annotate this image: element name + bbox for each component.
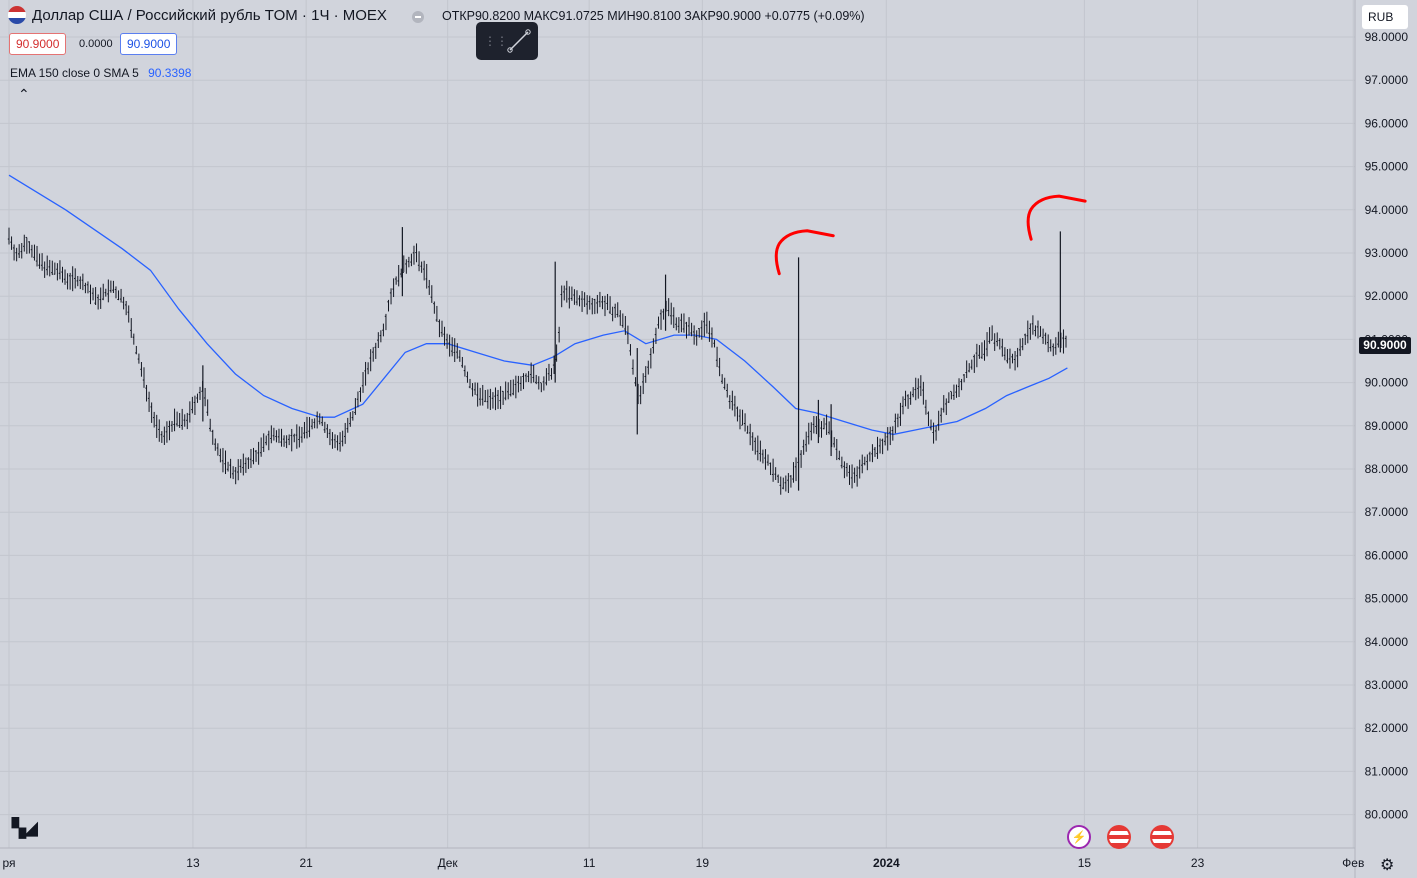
price-tick-label: 89.0000 <box>1365 419 1409 433</box>
price-tick-label: 88.0000 <box>1365 462 1409 476</box>
currency-button[interactable]: RUB <box>1362 5 1408 29</box>
drag-handle-icon[interactable]: ⋮⋮ <box>484 34 508 48</box>
price-tick-label: 92.0000 <box>1365 289 1409 303</box>
settings-gear-icon[interactable]: ⚙ <box>1380 857 1395 874</box>
time-tick-label: 15 <box>1078 856 1092 870</box>
tradingview-logo[interactable]: ▚◢ <box>12 818 38 838</box>
time-tick-label: 2024 <box>873 856 900 870</box>
ema-path <box>8 174 1068 436</box>
last-price-label: 90.9000 <box>1359 337 1411 354</box>
ohlc-readout: ОТКР90.8200 МАКС91.0725 МИН90.8100 ЗАКР9… <box>442 9 865 23</box>
time-tick-label: Фев <box>1342 856 1364 870</box>
price-tick-label: 90.0000 <box>1365 376 1409 390</box>
time-tick-label: 11 <box>583 856 596 870</box>
indicator-label: EMA 150 close 0 SMA 5 <box>10 66 139 80</box>
indicator-value: 90.3398 <box>148 66 192 80</box>
time-tick-label: 21 <box>299 856 313 870</box>
price-tick-label: 86.0000 <box>1365 548 1409 562</box>
symbol-title[interactable]: Доллар США / Российский рубль TOM · 1Ч ·… <box>32 6 387 24</box>
usd-rub-flag-icon <box>8 6 26 24</box>
time-axis: ря1321Дек111920241523Фев121926 <box>0 847 1364 870</box>
price-tick-label: 95.0000 <box>1365 160 1409 174</box>
event-lightning-icon[interactable]: ⚡ <box>1067 825 1091 849</box>
price-tick-label: 97.0000 <box>1365 73 1409 87</box>
time-tick-label: 19 <box>696 856 710 870</box>
us-event-flag-icon[interactable] <box>1107 825 1131 849</box>
price-tick-label: 83.0000 <box>1365 678 1409 692</box>
chart-header: Доллар США / Российский рубль TOM · 1Ч ·… <box>8 6 387 24</box>
price-change: +0.0775 (+0.09%) <box>764 9 865 23</box>
annotation-marks <box>774 194 1087 276</box>
drawing-toolbar[interactable]: ⋮⋮ <box>476 22 538 60</box>
price-tick-label: 98.0000 <box>1365 30 1409 44</box>
price-tick-label: 96.0000 <box>1365 116 1409 130</box>
time-tick-label: Дек <box>438 856 459 870</box>
trend-line-icon[interactable] <box>476 22 538 60</box>
hand-drawn-mark <box>1026 194 1087 241</box>
collapse-legend-icon[interactable]: ⌃ <box>18 86 30 102</box>
indicator-legend[interactable]: EMA 150 close 0 SMA 5 90.3398 <box>10 66 191 80</box>
price-tick-label: 93.0000 <box>1365 246 1409 260</box>
hide-legend-icon[interactable] <box>412 11 424 23</box>
chart-grid <box>0 0 1355 848</box>
price-tick-label: 82.0000 <box>1365 721 1409 735</box>
price-tick-label: 85.0000 <box>1365 592 1409 606</box>
time-tick-label: ря <box>2 856 15 870</box>
sell-price-box[interactable]: 90.9000 <box>9 33 67 55</box>
candle-series <box>7 227 1067 495</box>
ema-line <box>8 174 1068 436</box>
price-tick-label: 80.0000 <box>1365 808 1409 822</box>
price-tick-label: 81.0000 <box>1365 764 1409 778</box>
price-tick-label: 94.0000 <box>1365 203 1409 217</box>
buy-price-box[interactable]: 90.9000 <box>120 33 178 55</box>
time-tick-label: 13 <box>186 856 200 870</box>
spread-value: 0.0000 <box>79 38 113 50</box>
price-tick-label: 87.0000 <box>1365 505 1409 519</box>
hand-drawn-mark <box>774 229 835 276</box>
price-tick-label: 84.0000 <box>1365 635 1409 649</box>
us-event-flag-icon[interactable] <box>1150 825 1174 849</box>
ohlc-values: ОТКР90.8200 МАКС91.0725 МИН90.8100 ЗАКР9… <box>442 9 761 23</box>
time-tick-label: 23 <box>1191 856 1205 870</box>
